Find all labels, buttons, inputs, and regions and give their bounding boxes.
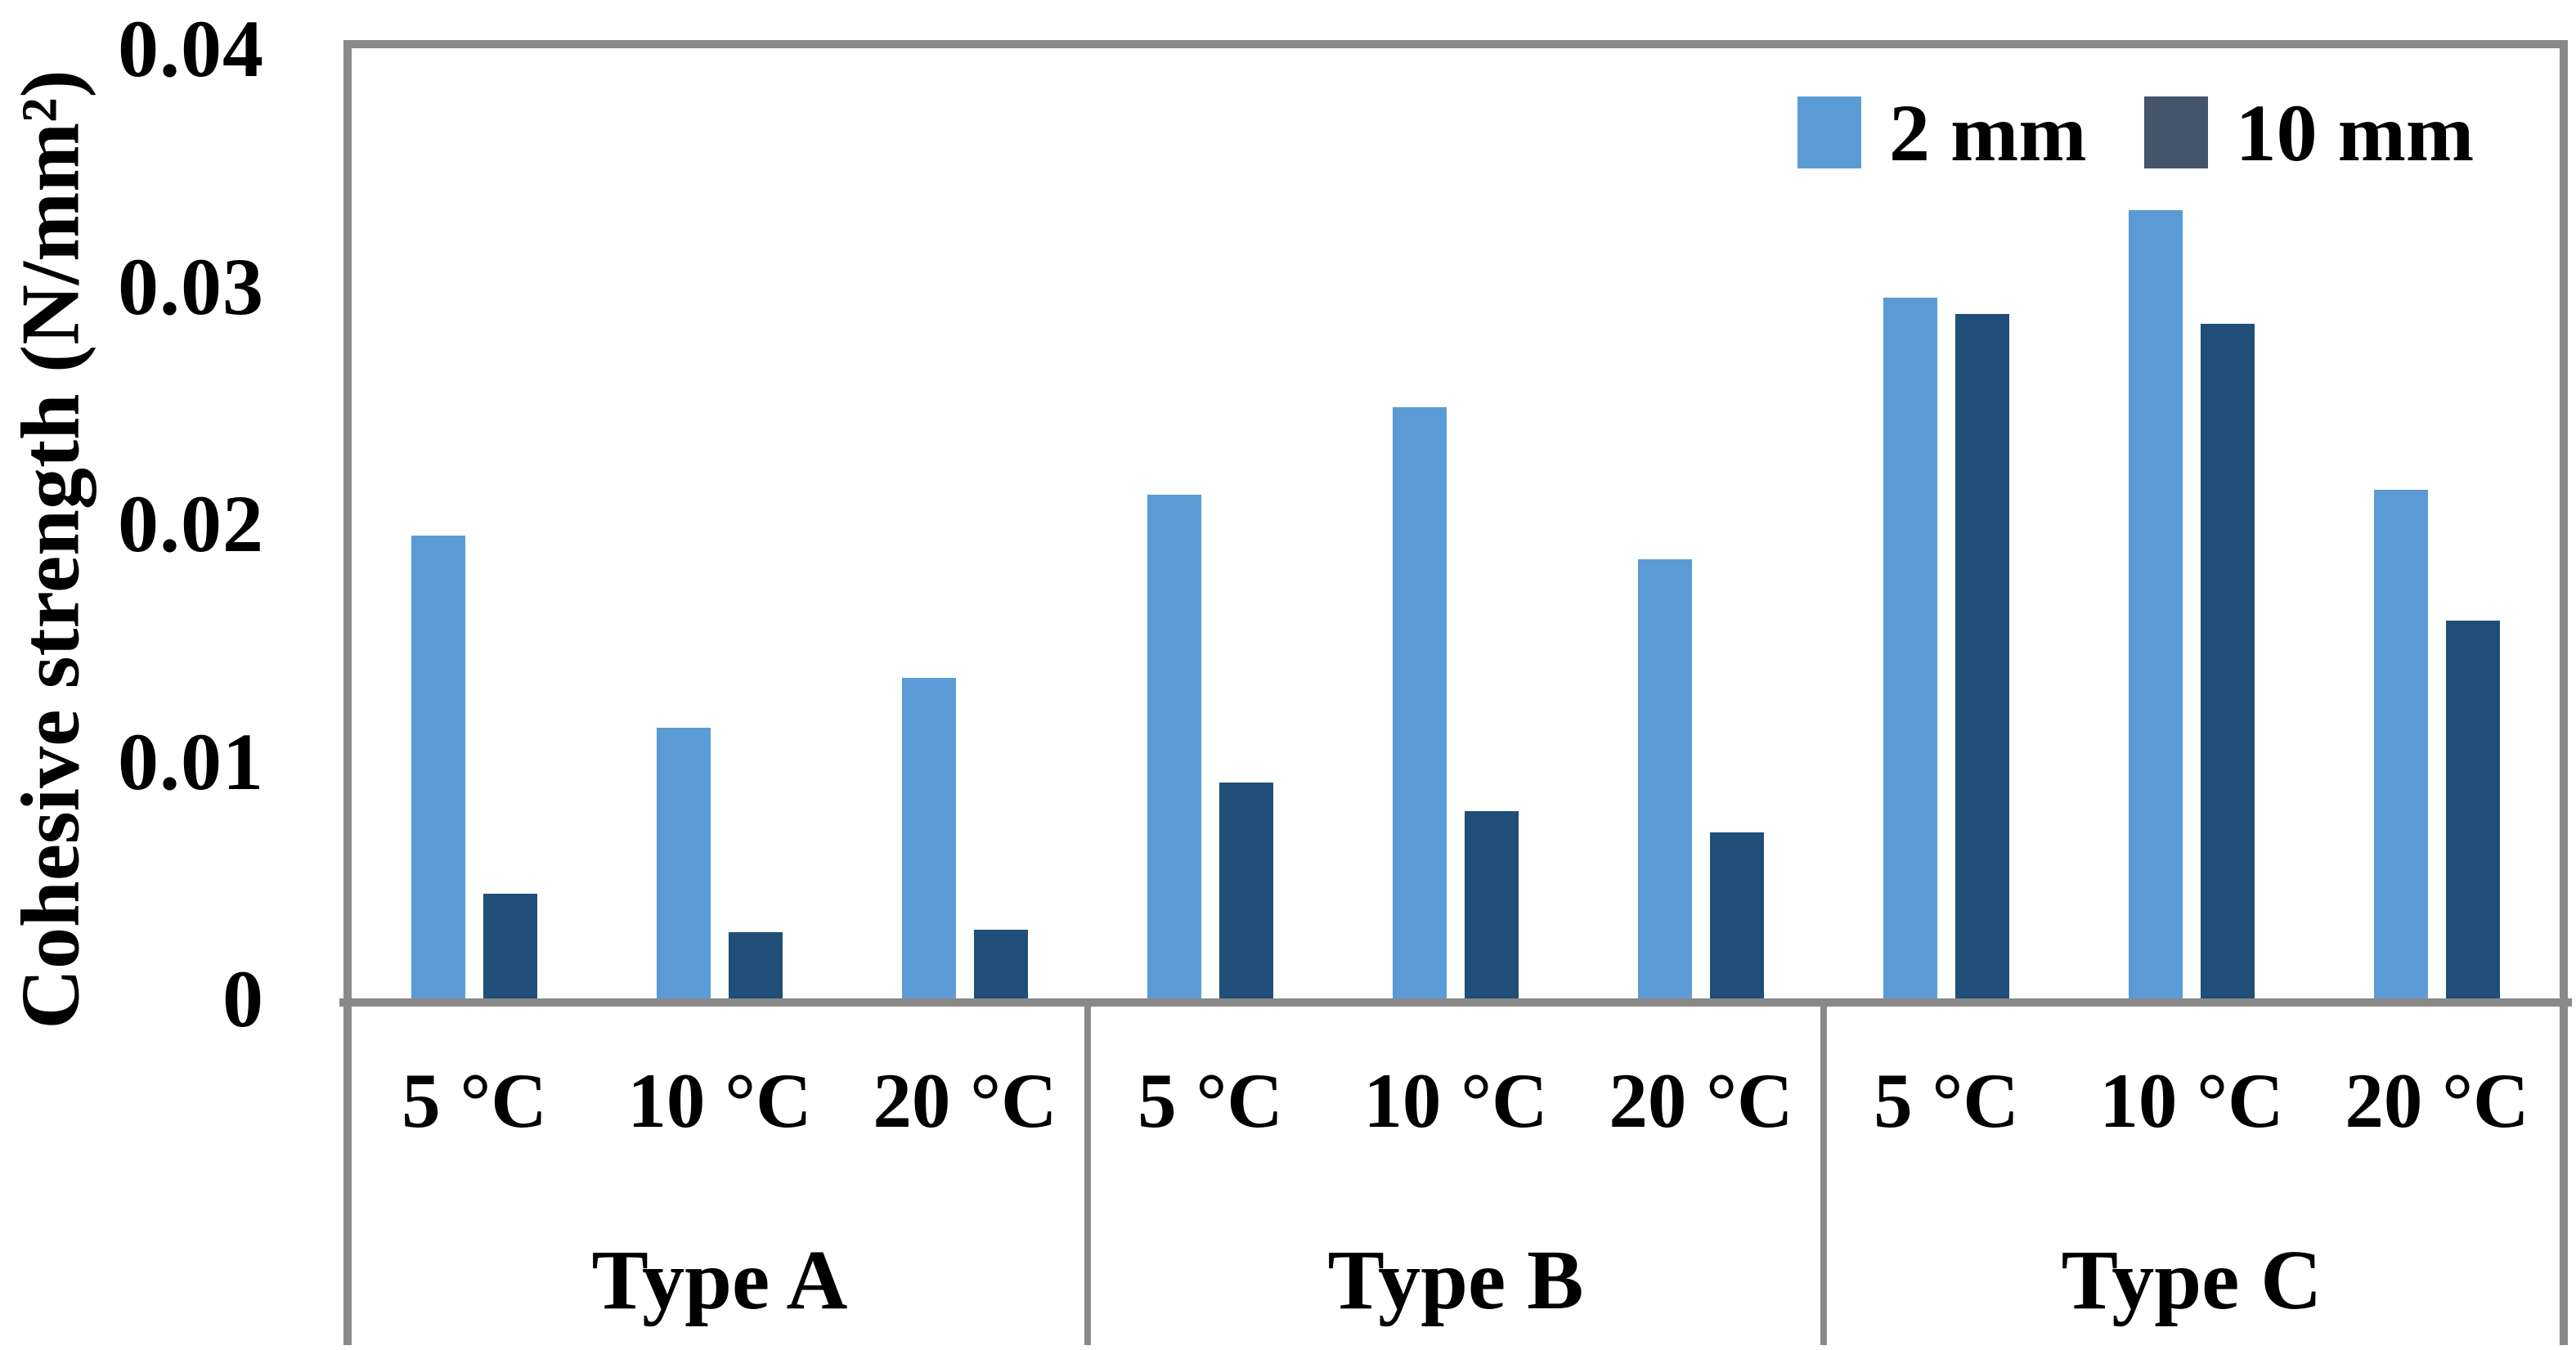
x-category-label-0: 5 °C: [402, 1057, 547, 1144]
x-category-label-7: 10 °C: [2099, 1057, 2284, 1144]
bar-2mm-1: [657, 728, 711, 998]
bar-2mm-4: [1393, 407, 1447, 998]
plot-frame-top: [343, 40, 2568, 48]
x-category-label-6: 5 °C: [1874, 1057, 2019, 1144]
bar-2mm-2: [902, 678, 956, 998]
legend-label-10mm: 10 mm: [2235, 87, 2475, 178]
bar-2mm-6: [1883, 298, 1937, 998]
legend-swatch-2mm: [1797, 96, 1861, 168]
bar-2mm-8: [2374, 490, 2428, 998]
bar-10mm-1: [729, 932, 783, 998]
legend-swatch-10mm: [2143, 96, 2208, 168]
plot-frame-left: [343, 40, 352, 1345]
x-axis-line: [339, 998, 2572, 1007]
x-group-label-1: Type B: [1327, 1233, 1584, 1327]
bar-2mm-7: [2129, 210, 2183, 998]
y-tick-label-1: 0.01: [118, 715, 264, 807]
x-category-label-3: 5 °C: [1138, 1057, 1283, 1144]
bar-2mm-0: [411, 536, 465, 998]
bar-10mm-0: [483, 894, 537, 998]
y-tick-label-0: 0: [222, 953, 264, 1044]
bar-10mm-5: [1710, 832, 1764, 998]
x-category-label-1: 10 °C: [627, 1057, 812, 1144]
x-category-label-5: 20 °C: [1609, 1057, 1793, 1144]
bar-10mm-2: [974, 930, 1028, 998]
bar-10mm-3: [1219, 783, 1273, 998]
legend: 2 mm 10 mm: [1797, 87, 2474, 178]
bar-10mm-6: [1955, 314, 2009, 998]
bar-2mm-3: [1147, 495, 1201, 998]
group-separator-1: [1084, 1007, 1091, 1345]
x-category-label-4: 10 °C: [1363, 1057, 1548, 1144]
y-tick-label-3: 0.03: [118, 240, 264, 332]
bar-10mm-8: [2446, 621, 2500, 998]
bar-10mm-4: [1465, 811, 1519, 998]
y-tick-label-4: 0.04: [118, 2, 264, 94]
group-separator-2: [1820, 1007, 1827, 1345]
x-category-label-8: 20 °C: [2345, 1057, 2529, 1144]
bar-2mm-5: [1638, 559, 1692, 998]
x-category-label-2: 20 °C: [873, 1057, 1057, 1144]
x-group-label-2: Type C: [2061, 1233, 2322, 1327]
legend-label-2mm: 2 mm: [1889, 87, 2087, 178]
y-tick-label-2: 0.02: [118, 478, 264, 569]
plot-frame-right: [2560, 40, 2568, 1345]
x-group-label-0: Type A: [591, 1233, 848, 1327]
bar-10mm-7: [2201, 324, 2255, 998]
